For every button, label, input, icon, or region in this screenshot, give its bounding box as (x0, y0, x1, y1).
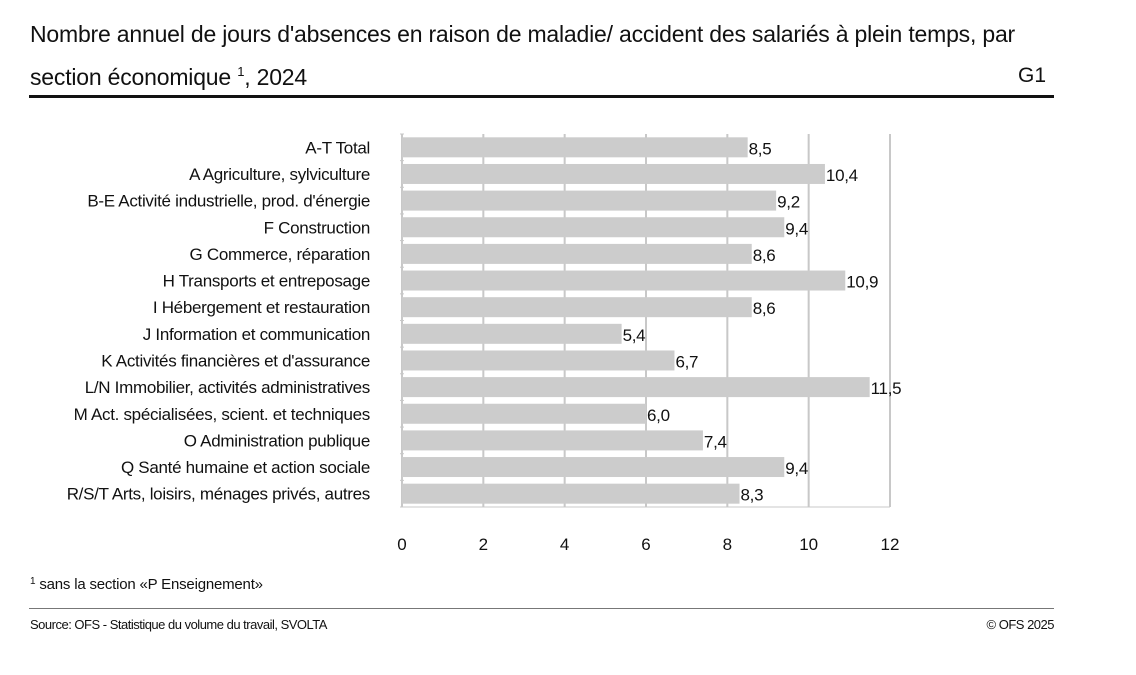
gridlines (400, 133, 891, 508)
bar (402, 243, 752, 264)
bar (402, 163, 825, 184)
chart-title-text: Nombre annuel de jours d'absences en rai… (30, 21, 1015, 90)
category-label: M Act. spécialisées, scient. et techniqu… (74, 405, 370, 424)
category-label: O Administration publique (184, 431, 370, 450)
value-label: 7,4 (704, 432, 727, 451)
category-label: K Activités financières et d'assurance (101, 351, 370, 370)
value-label: 8,6 (753, 299, 776, 318)
value-labels: 8,5 10,4 9,2 9,4 8,6 10,9 8,6 5,4 6,7 11,5 6,0 7,4 9… (623, 139, 902, 504)
x-tick-label: 2 (479, 535, 488, 554)
category-label: G Commerce, réparation (190, 245, 370, 264)
value-label: 6,0 (647, 406, 670, 425)
footer-rule (29, 608, 1054, 609)
source-text: Source: OFS - Statistique du volume du t… (30, 617, 327, 632)
x-tick-label: 4 (560, 535, 569, 554)
bar (402, 297, 752, 318)
footnote-marker: 1 (30, 576, 36, 587)
bar (402, 483, 740, 504)
category-label: R/S/T Arts, loisirs, ménages privés, aut… (67, 485, 370, 504)
category-label: I Hébergement et restauration (153, 298, 370, 317)
bar (402, 323, 622, 344)
category-label: L/N Immobilier, activités administrative… (85, 378, 370, 397)
bar (402, 377, 870, 398)
bar (402, 137, 748, 158)
value-label: 9,4 (785, 459, 808, 478)
bars (402, 137, 870, 504)
x-tick-label: 8 (723, 535, 732, 554)
title-footnote-marker: 1 (237, 64, 245, 79)
bar (402, 190, 777, 211)
value-label: 8,3 (741, 486, 764, 505)
bar (402, 270, 846, 291)
x-tick-label: 6 (641, 535, 650, 554)
category-label: Q Santé humaine et action sociale (121, 458, 370, 477)
value-label: 11,5 (871, 379, 902, 398)
value-label: 5,4 (623, 326, 646, 345)
category-label: H Transports et entreposage (163, 272, 370, 291)
copyright-text: © OFS 2025 (986, 617, 1055, 632)
footnote: 1 sans la section «P Enseignement» (30, 576, 263, 593)
x-tick-label: 12 (881, 535, 900, 554)
category-labels: A-T Total A Agriculture, sylviculture B-E … (67, 138, 371, 504)
x-tick-label: 0 (397, 535, 406, 554)
graph-number: G1 (1018, 64, 1047, 87)
chart-title-year: , 2024 (244, 64, 307, 90)
bar (402, 457, 785, 478)
bar (402, 430, 703, 451)
bar (402, 350, 675, 371)
category-label: J Information et communication (143, 325, 370, 344)
x-axis-tick-labels: 0 2 4 6 8 10 12 (397, 535, 899, 554)
value-label: 9,4 (785, 219, 808, 238)
bar (402, 217, 785, 238)
category-label: B-E Activité industrielle, prod. d'énerg… (87, 192, 370, 211)
value-label: 10,4 (826, 166, 858, 185)
category-label: A-T Total (305, 138, 370, 157)
category-label: F Construction (264, 218, 370, 237)
category-label: A Agriculture, sylviculture (189, 165, 370, 184)
x-tick-label: 10 (799, 535, 818, 554)
bar (402, 403, 646, 424)
value-label: 6,7 (675, 352, 698, 371)
value-label: 8,5 (749, 139, 772, 158)
value-label: 9,2 (777, 193, 800, 212)
footnote-text: sans la section «P Enseignement» (39, 576, 263, 593)
chart-title: Nombre annuel de jours d'absences en rai… (30, 16, 1030, 96)
value-label: 10,9 (846, 273, 878, 292)
title-rule (29, 95, 1054, 98)
value-label: 8,6 (753, 246, 776, 265)
